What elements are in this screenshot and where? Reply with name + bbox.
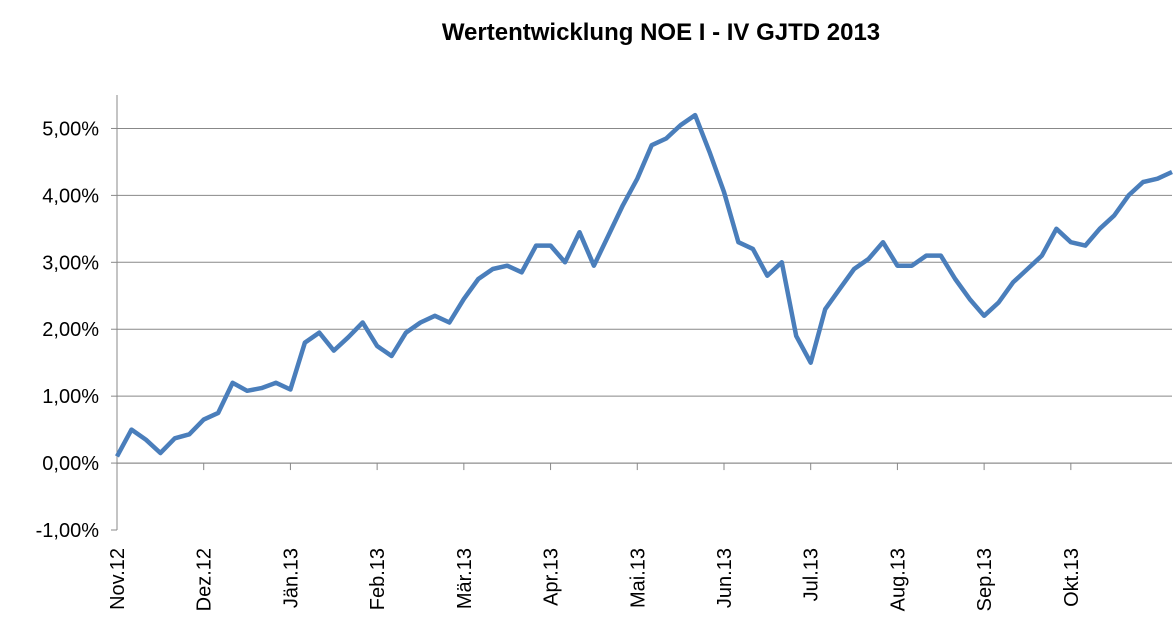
data-line bbox=[115, 112, 1173, 458]
y-tick-label: 1,00% bbox=[42, 386, 99, 408]
x-tick-label: Nov.12 bbox=[107, 548, 129, 610]
x-tick-label: Jän.13 bbox=[280, 548, 302, 608]
x-tick-label: Feb.13 bbox=[367, 548, 389, 610]
x-tick-label: Mär.13 bbox=[454, 548, 476, 609]
x-tick-label: Aug.13 bbox=[887, 548, 909, 611]
chart-title: Wertentwicklung NOE I - IV GJTD 2013 bbox=[442, 19, 880, 46]
y-tick-label: 3,00% bbox=[42, 252, 99, 274]
y-tick-label: 4,00% bbox=[42, 185, 99, 207]
y-tick-label: 0,00% bbox=[42, 453, 99, 475]
y-tick-label: 5,00% bbox=[42, 118, 99, 140]
x-tick-label: Dez.12 bbox=[194, 548, 216, 611]
x-tick-label: Sep.13 bbox=[974, 548, 996, 611]
x-tick-label: Mai.13 bbox=[627, 548, 649, 608]
x-tick-label: Okt.13 bbox=[1061, 548, 1083, 607]
y-tick-label: 2,00% bbox=[42, 319, 99, 341]
y-tick-label: -1,00% bbox=[36, 520, 100, 542]
x-tick-label: Apr.13 bbox=[541, 548, 563, 606]
x-tick-label: Jun.13 bbox=[714, 548, 736, 608]
x-tick-label: Jul.13 bbox=[801, 548, 823, 601]
